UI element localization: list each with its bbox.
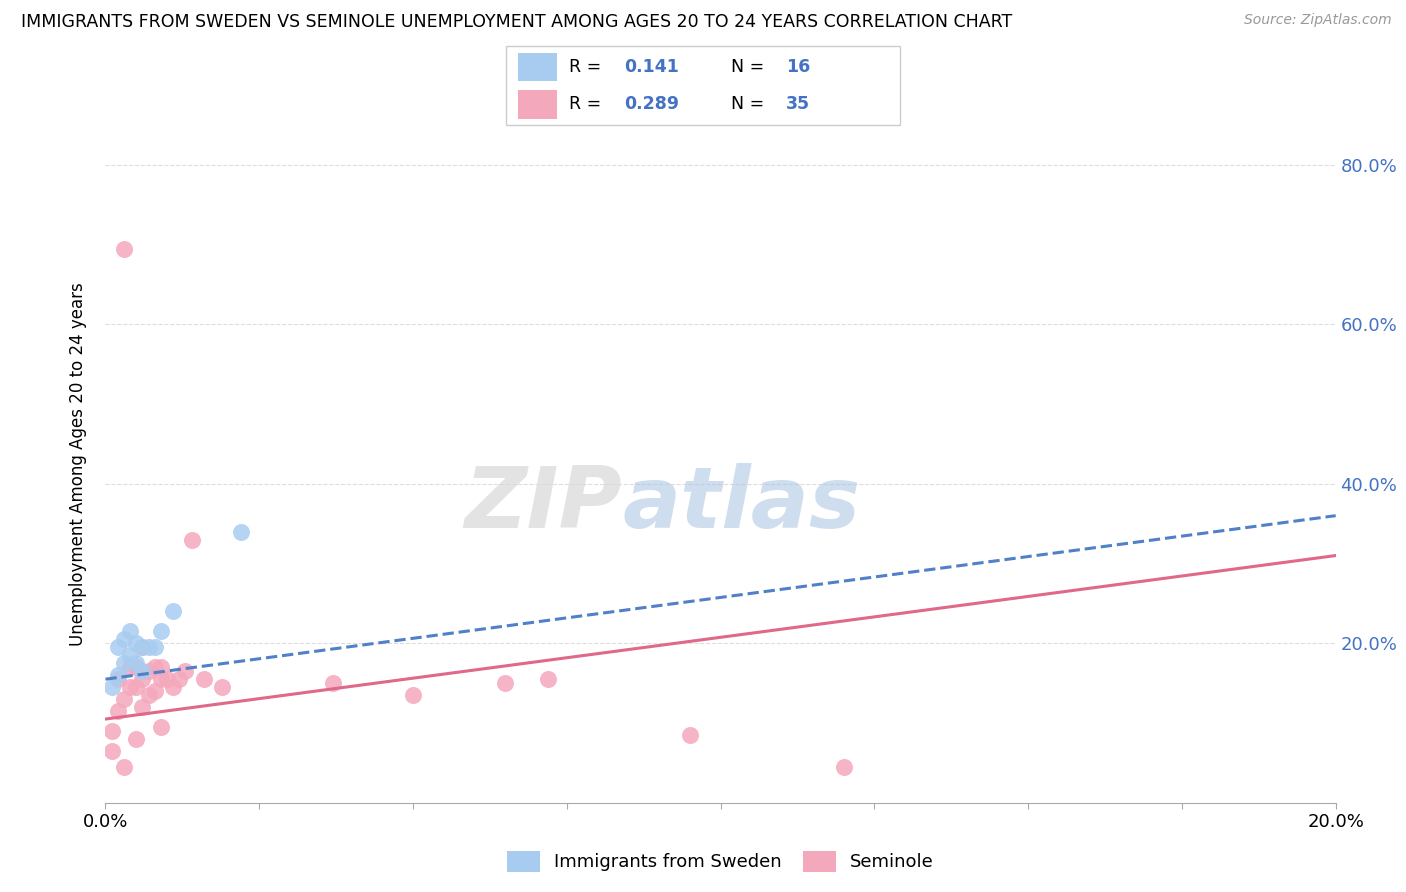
Point [131, 640, 153, 655]
Point [143, 684, 166, 698]
Point [156, 672, 179, 686]
Point [537, 672, 560, 686]
Point [131, 672, 153, 686]
Point [143, 660, 166, 674]
Point [229, 524, 252, 539]
Text: Source: ZipAtlas.com: Source: ZipAtlas.com [1244, 13, 1392, 28]
Text: 16: 16 [786, 58, 810, 76]
Point [100, 680, 122, 694]
Point [100, 744, 122, 758]
Point [125, 660, 148, 674]
Point [174, 664, 197, 678]
Point [494, 676, 516, 690]
Point [107, 672, 129, 686]
Text: N =: N = [731, 58, 769, 76]
Point [679, 728, 702, 742]
Point [402, 688, 425, 702]
Text: IMMIGRANTS FROM SWEDEN VS SEMINOLE UNEMPLOYMENT AMONG AGES 20 TO 24 YEARS CORREL: IMMIGRANTS FROM SWEDEN VS SEMINOLE UNEMP… [21, 13, 1012, 31]
Point [120, 680, 141, 694]
Point [138, 664, 160, 678]
Legend: Immigrants from Sweden, Seminole: Immigrants from Sweden, Seminole [508, 851, 934, 871]
Text: 0.289: 0.289 [624, 95, 679, 113]
Point [149, 660, 172, 674]
Point [120, 624, 141, 639]
Point [162, 680, 184, 694]
Bar [517, 53, 557, 81]
Text: 35: 35 [786, 95, 810, 113]
Point [125, 680, 148, 694]
Text: R =: R = [569, 95, 607, 113]
Text: ZIP: ZIP [464, 463, 621, 546]
Point [138, 688, 160, 702]
Point [832, 760, 855, 774]
Point [131, 664, 153, 678]
Point [149, 720, 172, 734]
Point [120, 648, 141, 663]
Point [125, 731, 148, 746]
Bar [517, 90, 557, 119]
Point [107, 640, 129, 655]
Point [138, 640, 160, 655]
Point [143, 640, 166, 655]
Point [193, 672, 215, 686]
Text: R =: R = [569, 58, 607, 76]
Point [107, 704, 129, 718]
Point [112, 242, 135, 256]
Point [107, 668, 129, 682]
Point [211, 680, 233, 694]
Point [149, 672, 172, 686]
Point [162, 604, 184, 618]
Point [112, 657, 135, 671]
Point [149, 624, 172, 639]
Text: N =: N = [731, 95, 769, 113]
Point [112, 760, 135, 774]
Point [131, 640, 153, 655]
Point [125, 657, 148, 671]
Point [100, 724, 122, 739]
Point [125, 636, 148, 650]
Point [169, 672, 191, 686]
Text: atlas: atlas [621, 463, 860, 546]
Point [112, 632, 135, 647]
Text: 0.141: 0.141 [624, 58, 679, 76]
Point [322, 676, 344, 690]
Y-axis label: Unemployment Among Ages 20 to 24 years: Unemployment Among Ages 20 to 24 years [69, 282, 87, 646]
Point [112, 692, 135, 706]
Point [180, 533, 202, 547]
Point [120, 660, 141, 674]
Point [131, 700, 153, 714]
